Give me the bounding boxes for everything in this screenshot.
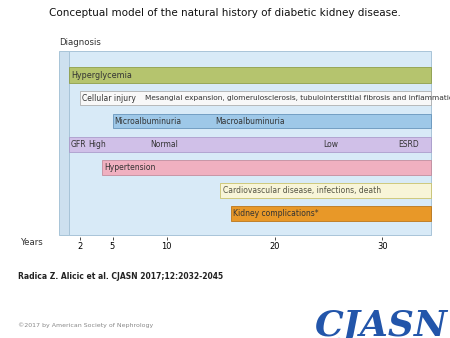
- Bar: [112, 114, 431, 128]
- Text: Low: Low: [323, 140, 338, 149]
- Text: Microalbuminuria: Microalbuminuria: [115, 117, 182, 126]
- Bar: [58, 51, 69, 236]
- Text: Conceptual model of the natural history of diabetic kidney disease.: Conceptual model of the natural history …: [49, 8, 401, 19]
- Text: Normal: Normal: [150, 140, 178, 149]
- Bar: [69, 137, 431, 152]
- Text: Macroalbuminuria: Macroalbuminuria: [215, 117, 285, 126]
- Text: Mesangial expansion, glomerulosclerosis, tubulointerstitial fibrosis and inflamm: Mesangial expansion, glomerulosclerosis,…: [145, 95, 450, 101]
- Text: Hypertension: Hypertension: [104, 163, 155, 172]
- Bar: [231, 206, 431, 221]
- Bar: [80, 91, 431, 105]
- Text: CJASN: CJASN: [315, 309, 448, 338]
- Text: GFR: GFR: [70, 140, 86, 149]
- Text: ESRD: ESRD: [399, 140, 419, 149]
- Text: High: High: [89, 140, 107, 149]
- Text: Radica Z. Alicic et al. CJASN 2017;12:2032-2045: Radica Z. Alicic et al. CJASN 2017;12:20…: [18, 272, 223, 281]
- Text: Years: Years: [21, 238, 44, 247]
- Text: Cardiovascular disease, infections, death: Cardiovascular disease, infections, deat…: [223, 186, 381, 195]
- Bar: [102, 160, 431, 175]
- Bar: [69, 67, 431, 83]
- Text: ©2017 by American Society of Nephrology: ©2017 by American Society of Nephrology: [18, 323, 153, 329]
- Text: Cellular injury: Cellular injury: [82, 94, 136, 103]
- Text: Hyperglycemia: Hyperglycemia: [72, 71, 132, 80]
- Bar: [220, 183, 431, 198]
- Text: Kidney complications*: Kidney complications*: [234, 209, 319, 218]
- Text: Diagnosis: Diagnosis: [59, 39, 101, 47]
